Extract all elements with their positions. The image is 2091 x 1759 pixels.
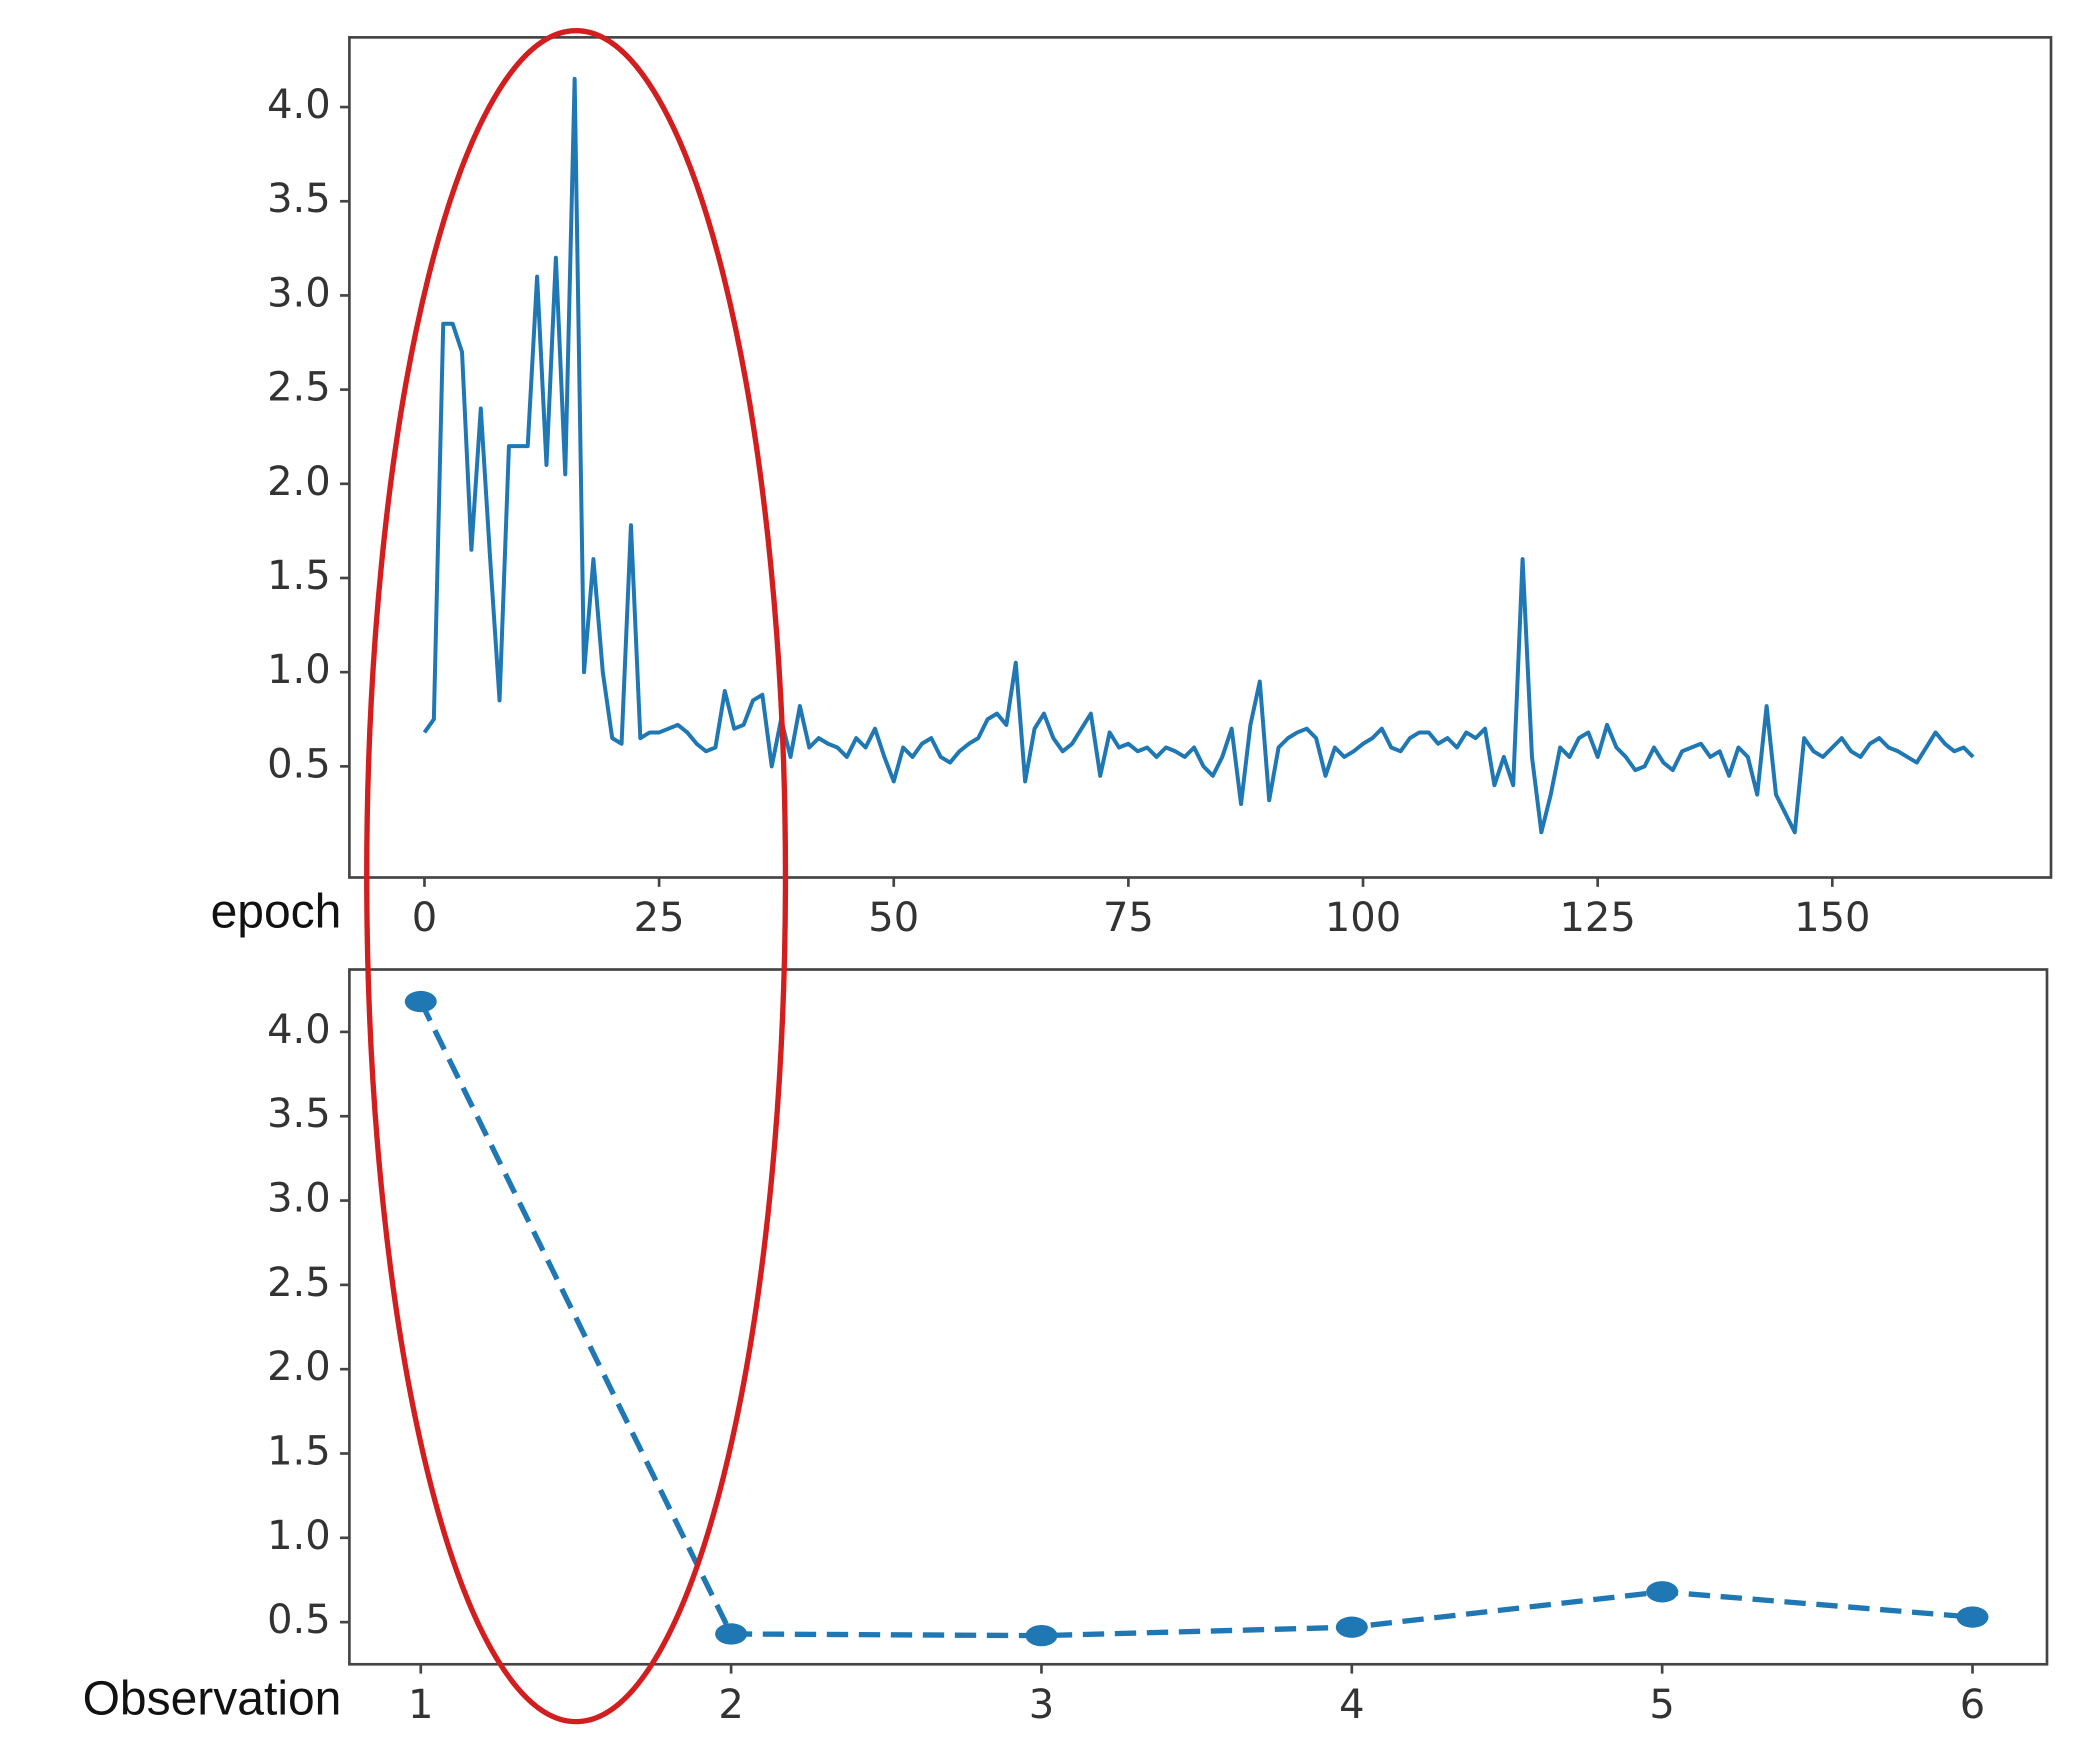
- data-point: [1025, 1624, 1058, 1647]
- data-point: [1956, 1606, 1989, 1628]
- plot-frame: [348, 36, 2053, 879]
- y-tick-label: 0.5: [267, 1597, 331, 1643]
- x-tick-label: 2: [718, 1682, 743, 1728]
- x-tick-label: 100: [1325, 895, 1401, 941]
- y-tick-label: 1.0: [267, 647, 331, 693]
- y-tick-label: 4.0: [267, 82, 331, 128]
- x-tick-label: 150: [1794, 895, 1870, 941]
- y-tick-label: 2.0: [267, 459, 331, 505]
- highlight-ellipse: [364, 28, 789, 1725]
- data-point: [1646, 1581, 1679, 1603]
- x-tick-label: 5: [1649, 1682, 1674, 1728]
- data-line: [422, 76, 1975, 835]
- x-tick-label: 4: [1339, 1682, 1364, 1728]
- y-tick-label: 3.5: [267, 1091, 331, 1137]
- y-tick-label: 1.0: [267, 1513, 331, 1559]
- y-tick-label: 3.0: [267, 1176, 331, 1222]
- x-tick-label: 125: [1559, 895, 1635, 941]
- data-point: [715, 1623, 748, 1645]
- x-tick-label: 1: [408, 1682, 433, 1728]
- plot-frame: [348, 968, 2049, 1666]
- y-tick-label: 2.5: [267, 1260, 331, 1306]
- y-tick-label: 3.0: [267, 270, 331, 316]
- data-point: [1335, 1616, 1368, 1638]
- y-tick-label: 1.5: [267, 1428, 331, 1474]
- y-tick-label: 4.0: [267, 1007, 331, 1053]
- x-tick-label: 25: [634, 895, 685, 941]
- y-tick-label: 2.0: [267, 1344, 331, 1390]
- x-tick-label: 0: [412, 895, 437, 941]
- x-tick-label: 50: [868, 895, 919, 941]
- data-point: [404, 990, 437, 1013]
- x-axis-label: Observation: [83, 1672, 342, 1725]
- y-tick-label: 0.5: [267, 741, 331, 787]
- y-tick-label: 1.5: [267, 553, 331, 599]
- x-tick-label: 6: [1960, 1682, 1985, 1728]
- data-line: [418, 1000, 1973, 1639]
- y-tick-label: 2.5: [267, 365, 331, 411]
- x-tick-label: 75: [1103, 895, 1154, 941]
- x-axis-label: epoch: [211, 886, 342, 939]
- y-tick-label: 3.5: [267, 176, 331, 222]
- x-tick-label: 3: [1029, 1682, 1054, 1728]
